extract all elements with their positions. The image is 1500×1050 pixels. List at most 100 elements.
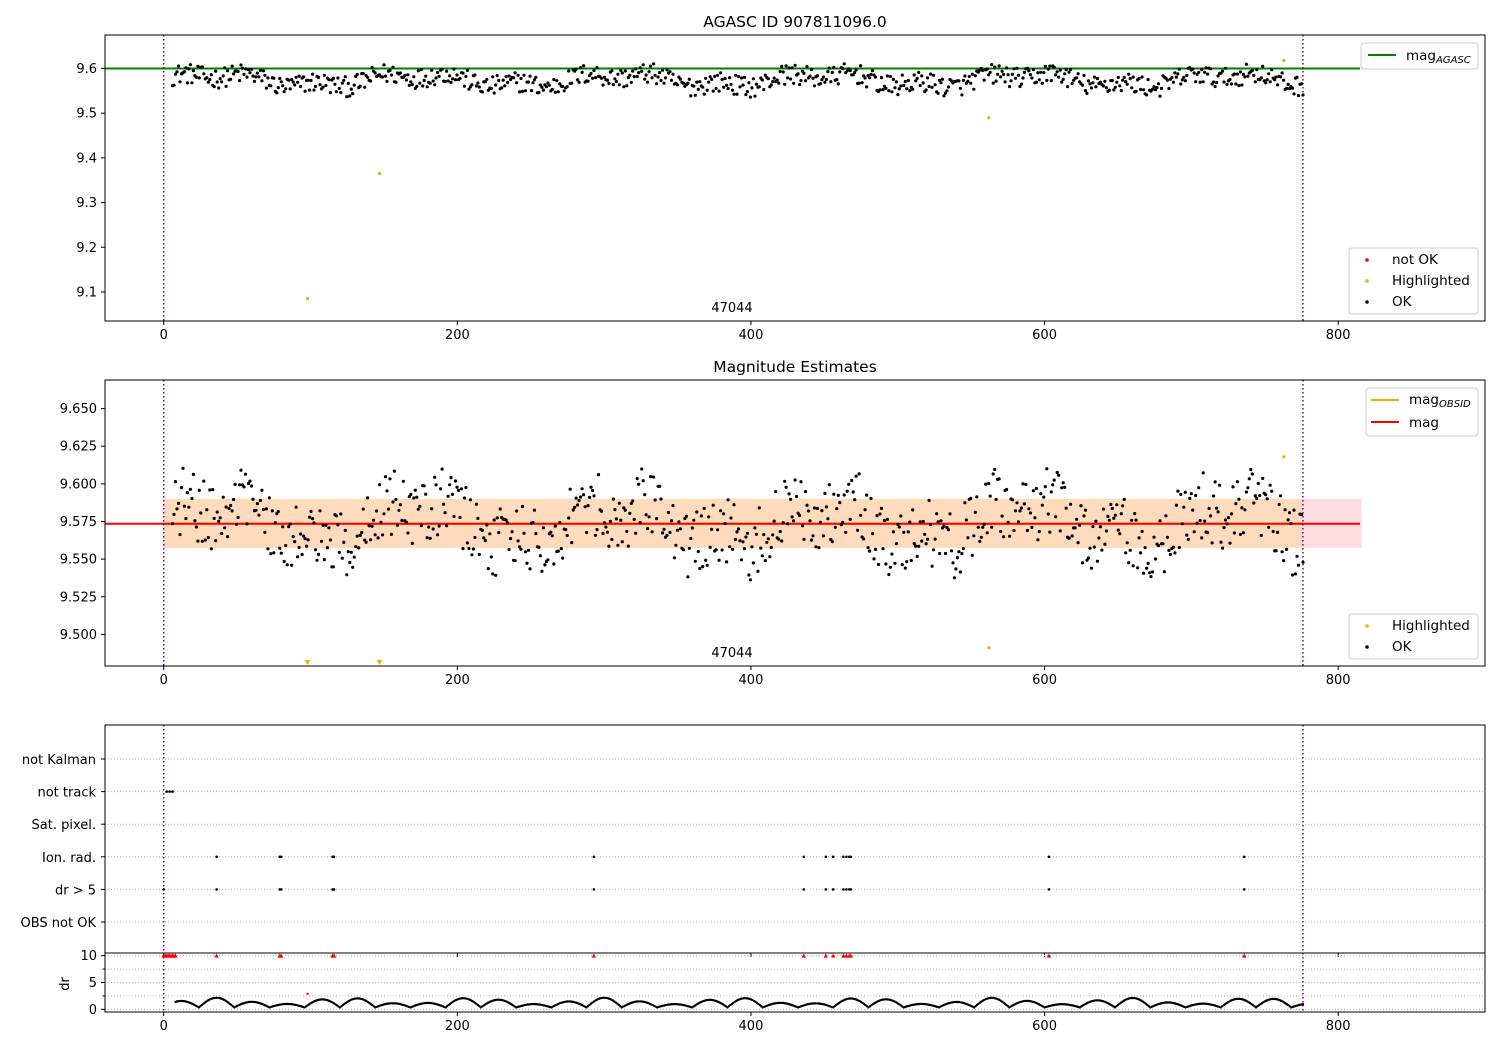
ok-point <box>906 78 910 83</box>
ok-point <box>179 486 184 490</box>
ok-point <box>418 504 422 508</box>
ok-point <box>349 550 353 554</box>
ok-point <box>628 73 632 77</box>
ok-point <box>261 507 265 512</box>
ok-point <box>882 518 887 523</box>
ok-point <box>626 76 630 80</box>
ok-point <box>1043 64 1047 68</box>
ok-point <box>351 565 355 569</box>
ok-point <box>1057 75 1061 79</box>
ok-point <box>777 537 781 541</box>
ok-point <box>963 74 967 78</box>
ok-point <box>328 538 332 542</box>
ok-point <box>1080 561 1085 565</box>
ok-point <box>503 84 507 88</box>
ok-point <box>730 547 735 552</box>
ok-point <box>468 498 472 502</box>
ok-point <box>1031 489 1035 493</box>
ok-point <box>739 558 744 562</box>
ok-point <box>769 83 773 87</box>
ok-point <box>969 496 973 500</box>
ok-point <box>815 506 820 511</box>
ok-point <box>616 543 620 547</box>
ok-point <box>725 83 729 87</box>
ok-point <box>708 545 712 549</box>
ok-point <box>653 73 657 77</box>
ok-point <box>181 466 185 470</box>
ok-point <box>863 508 867 512</box>
ok-point <box>789 77 793 81</box>
dr-capped-marker <box>331 953 337 958</box>
ok-point <box>418 81 422 85</box>
ok-point <box>824 505 829 509</box>
ok-point <box>640 467 644 471</box>
ok-point <box>1167 86 1171 91</box>
ok-point <box>245 75 249 79</box>
flag-point <box>842 888 845 891</box>
ok-point <box>1192 71 1196 75</box>
flag-point <box>332 888 336 891</box>
ok-point <box>641 63 645 67</box>
ok-point <box>532 78 537 82</box>
ok-point <box>486 567 490 571</box>
ok-point <box>209 73 213 77</box>
ok-point <box>899 514 903 518</box>
ok-point <box>324 83 328 88</box>
ok-point <box>303 537 307 541</box>
ok-point <box>410 541 414 546</box>
ok-point <box>909 558 913 563</box>
ok-point <box>865 493 869 497</box>
ok-point <box>537 90 541 95</box>
ok-point <box>1121 78 1125 82</box>
ok-point <box>494 83 498 87</box>
ok-point <box>827 66 831 70</box>
ok-point <box>799 79 803 83</box>
ok-point <box>178 532 182 537</box>
flag-point <box>802 855 806 859</box>
x-tick-label: 400 <box>739 328 764 343</box>
ok-point <box>1241 72 1245 76</box>
ok-point <box>409 80 413 84</box>
ok-point <box>391 500 395 504</box>
ok-point <box>1228 77 1232 82</box>
ok-point <box>748 95 753 99</box>
ok-point <box>960 552 964 556</box>
ok-point <box>742 75 747 79</box>
ok-point <box>465 68 469 72</box>
ok-point <box>576 78 580 82</box>
ok-point <box>876 562 881 567</box>
ok-point <box>433 83 437 87</box>
agasc-marker-legend: not OK Highlighted OK <box>1348 247 1479 315</box>
ok-point <box>1000 69 1004 73</box>
ok-point <box>342 540 346 545</box>
ok-point <box>1158 519 1162 523</box>
ok-point <box>996 72 1000 76</box>
ok-point <box>190 496 194 501</box>
ok-point <box>675 528 680 532</box>
ok-point <box>1289 521 1293 525</box>
x-tick-label: 600 <box>1032 673 1057 688</box>
ok-point <box>1258 494 1262 498</box>
ok-point <box>744 93 748 97</box>
ok-point <box>1244 62 1248 66</box>
x-tick-label: 0 <box>160 673 168 688</box>
ok-point <box>1273 78 1277 82</box>
ok-point <box>812 84 817 88</box>
ok-point <box>1293 572 1298 576</box>
ok-point <box>218 516 222 520</box>
ok-point <box>343 528 347 533</box>
ok-point <box>836 82 840 86</box>
ok-point <box>245 522 249 526</box>
dr-capped-marker <box>214 953 219 958</box>
ok-point <box>1049 79 1053 83</box>
ok-point <box>1150 570 1155 574</box>
ok-point <box>1274 549 1278 553</box>
dr-red-point <box>306 992 309 995</box>
flag-point <box>215 888 218 891</box>
ok-point <box>1094 519 1098 523</box>
ok-point <box>733 73 738 77</box>
ok-point <box>361 507 365 511</box>
ok-point <box>617 83 621 87</box>
ok-point <box>830 540 834 544</box>
ok-point <box>1051 483 1055 487</box>
